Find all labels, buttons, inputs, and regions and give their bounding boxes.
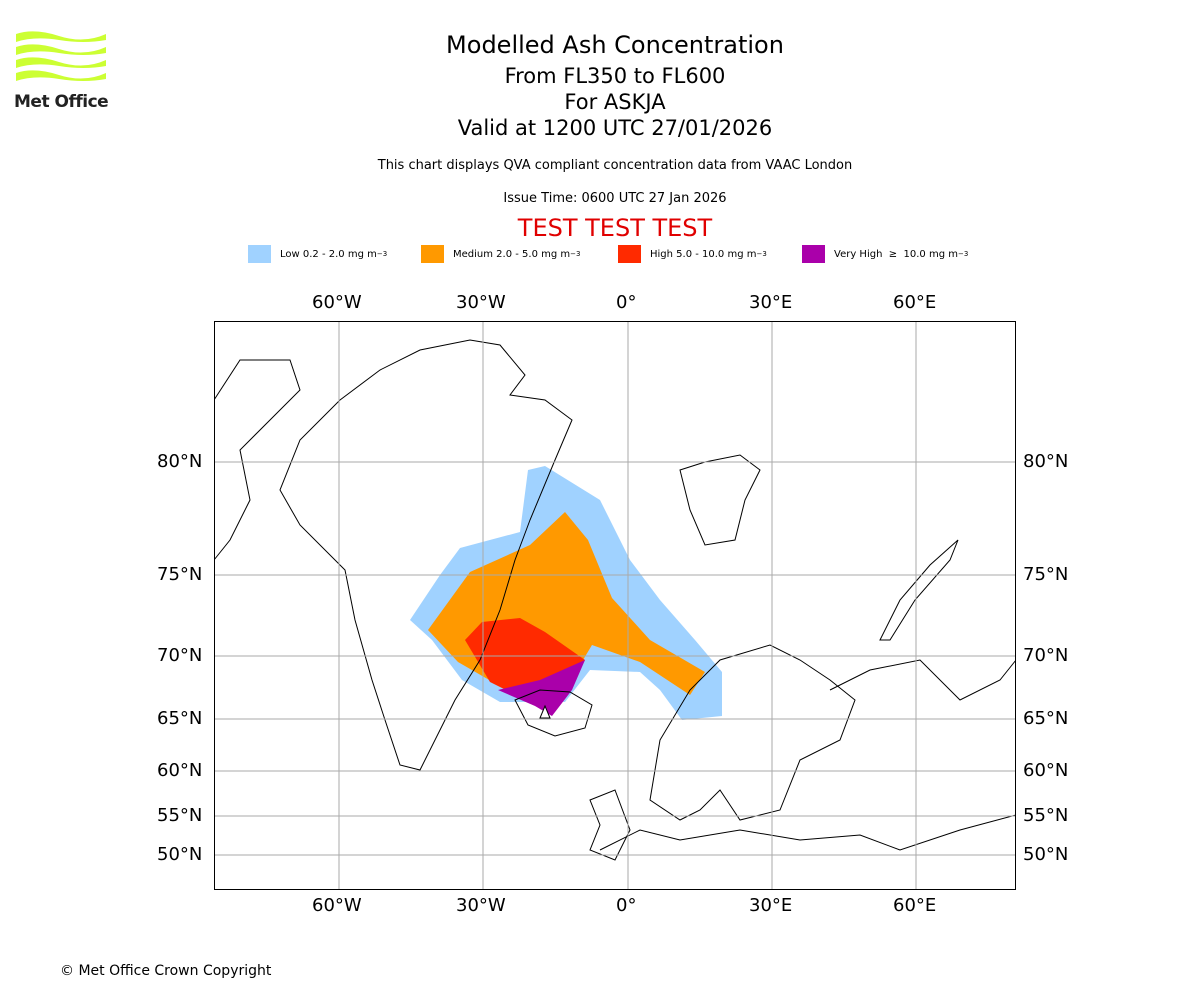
svalbard xyxy=(679,454,761,546)
logo-text: Met Office xyxy=(14,92,109,112)
lon-label-bottom: 0° xyxy=(616,895,637,916)
lon-label-bottom: 60°E xyxy=(893,895,937,916)
legend-label: Low 0.2 - 2.0 mg m xyxy=(280,248,377,260)
lon-label-top: 0° xyxy=(616,292,637,313)
legend-sup: −3 xyxy=(570,250,581,258)
legend-sup: −3 xyxy=(756,250,767,258)
lat-label-left: 75°N xyxy=(157,564,203,585)
legend-swatch-high xyxy=(618,245,641,263)
ash-map[interactable] xyxy=(214,321,1016,890)
met-office-logo: Met Office xyxy=(14,30,109,112)
lat-label-right: 70°N xyxy=(1023,645,1069,666)
ash-very-high xyxy=(498,660,585,716)
volcano-marker xyxy=(539,704,551,719)
chart-title: Modelled Ash Concentration xyxy=(446,31,784,59)
flight-level-range: From FL350 to FL600 xyxy=(504,64,726,88)
issue-time: Issue Time: 0600 UTC 27 Jan 2026 xyxy=(503,191,727,206)
lon-label-top: 30°E xyxy=(749,292,793,313)
legend-swatch-medium xyxy=(421,245,444,263)
lat-label-left: 80°N xyxy=(157,451,203,472)
legend-high: High 5.0 - 10.0 mg m −3 xyxy=(618,244,767,264)
legend-medium: Medium 2.0 - 5.0 mg m −3 xyxy=(421,244,580,264)
legend-label: Medium 2.0 - 5.0 mg m xyxy=(453,248,571,260)
lon-label-bottom: 60°W xyxy=(312,895,362,916)
legend-sup: −3 xyxy=(376,250,388,258)
chart-description: This chart displays QVA compliant concen… xyxy=(377,158,853,173)
canadian-archipelago xyxy=(214,359,301,561)
valid-time: Valid at 1200 UTC 27/01/2026 xyxy=(457,116,773,140)
scandinavia xyxy=(649,644,856,821)
lon-label-bottom: 30°W xyxy=(456,895,506,916)
legend-label: Very High ≥ 10.0 mg m xyxy=(834,248,958,260)
lon-label-top: 60°E xyxy=(893,292,937,313)
lon-label-bottom: 30°E xyxy=(749,895,793,916)
lat-label-right: 60°N xyxy=(1023,760,1069,781)
legend-sup: −3 xyxy=(957,250,969,258)
greenland xyxy=(279,339,573,771)
lat-label-left: 60°N xyxy=(157,760,203,781)
legend-low: Low 0.2 - 2.0 mg m −3 xyxy=(248,244,387,264)
coastlines xyxy=(214,339,1016,861)
map-frame xyxy=(214,321,1016,890)
lat-label-left: 55°N xyxy=(157,805,203,826)
test-banner: TEST TEST TEST xyxy=(517,214,713,242)
volcano-name: For ASKJA xyxy=(564,90,666,114)
lon-label-top: 60°W xyxy=(312,292,362,313)
lon-label-top: 30°W xyxy=(456,292,506,313)
legend-swatch-very-high xyxy=(802,245,825,263)
lat-label-left: 70°N xyxy=(157,645,203,666)
lat-label-left: 50°N xyxy=(157,844,203,865)
iceland xyxy=(514,689,593,737)
legend-label: High 5.0 - 10.0 mg m xyxy=(650,248,757,260)
legend-swatch-low xyxy=(248,245,271,263)
novaya-zemlya xyxy=(879,539,959,641)
logo-waves-icon xyxy=(16,31,106,81)
lat-label-right: 50°N xyxy=(1023,844,1069,865)
lat-label-right: 55°N xyxy=(1023,805,1069,826)
graticule xyxy=(214,321,1016,890)
lat-label-right: 65°N xyxy=(1023,708,1069,729)
lat-label-left: 65°N xyxy=(157,708,203,729)
russia-coast xyxy=(829,659,1016,701)
lat-label-right: 75°N xyxy=(1023,564,1069,585)
lat-label-right: 80°N xyxy=(1023,451,1069,472)
europe xyxy=(599,814,1016,851)
copyright: © Met Office Crown Copyright xyxy=(60,963,272,979)
british-isles xyxy=(589,789,631,861)
ash-plume xyxy=(410,466,722,720)
legend-very-high: Very High ≥ 10.0 mg m −3 xyxy=(802,244,968,264)
